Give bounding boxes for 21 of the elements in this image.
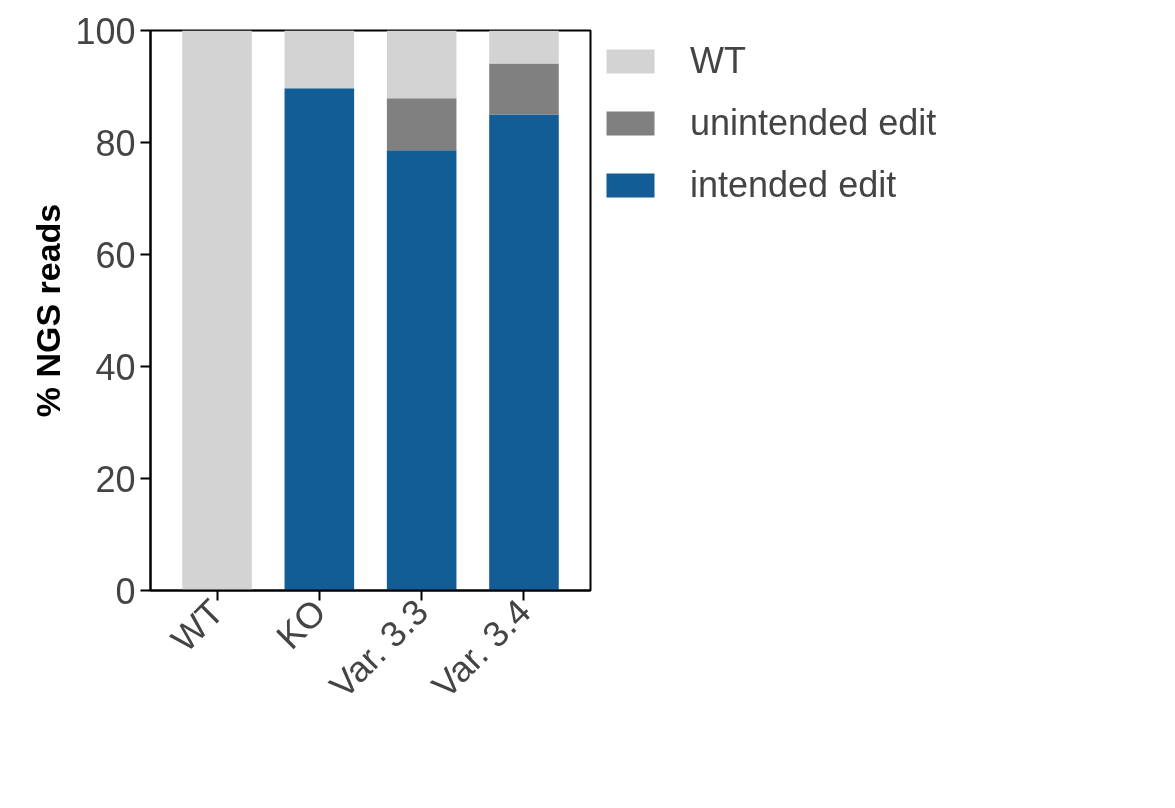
bar xyxy=(489,114,559,591)
bar xyxy=(386,98,457,151)
y-tick-label: 80 xyxy=(95,122,136,164)
x-tick-label: KO xyxy=(268,591,334,657)
bar xyxy=(489,63,559,115)
x-tick-label: WT xyxy=(162,591,232,660)
bar xyxy=(386,150,457,591)
bar xyxy=(489,30,559,64)
bar xyxy=(284,88,355,591)
bar xyxy=(182,30,252,591)
legend-label: unintended edit xyxy=(690,102,937,144)
legend-label: WT xyxy=(690,40,746,82)
y-tick-label: 60 xyxy=(95,234,136,276)
bar xyxy=(284,30,355,89)
legend-label: intended edit xyxy=(690,164,897,206)
y-tick-label: 0 xyxy=(115,570,136,612)
bar xyxy=(386,30,457,99)
y-tick-label: 20 xyxy=(95,458,136,500)
y-tick-label: 40 xyxy=(95,346,136,388)
y-tick-label: 100 xyxy=(75,10,136,52)
y-axis-title: % NGS reads xyxy=(29,203,68,418)
